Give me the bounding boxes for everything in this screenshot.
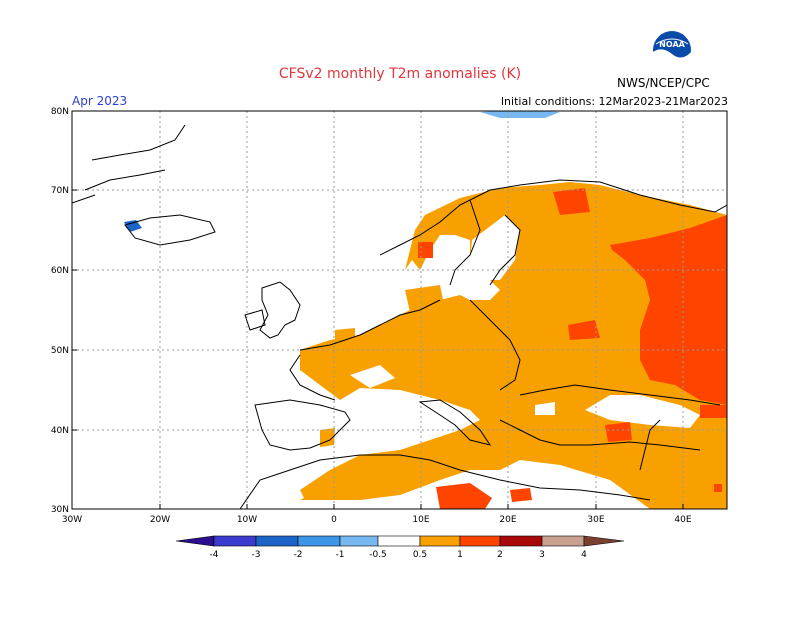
colorbar-neutral [377,535,421,547]
colorbar-m1-m05 [339,535,379,547]
colorbar-m3-m2 [255,535,299,547]
lon-label-40e: 40E [674,515,691,525]
lat-ticks [72,189,77,431]
lon-label-20w: 20W [150,515,170,525]
latitude-labels: 80N 70N 60N 50N 40N 30N [51,107,69,515]
colorbar-gt-p4 [583,535,625,547]
colorbar-tick: -3 [252,550,261,560]
colorbar-p3-p4 [541,535,585,547]
lat-label-80n: 80N [51,107,69,117]
colorbar-p05-p1 [419,535,461,547]
lat-label-70n: 70N [51,186,69,196]
longitude-labels: 30W 20W 10W 0 10E 20E 30E 40E [62,515,692,525]
map-grid [72,111,727,509]
colorbar-tick: 4 [581,550,587,560]
initial-conditions: Initial conditions: 12Mar2023-21Mar2023 [500,95,728,108]
coastlines [72,124,727,509]
colorbar-tick: -4 [210,550,219,560]
lon-ticks [159,504,684,509]
svg-text:NOAA: NOAA [659,40,685,49]
lat-label-30n: 30N [51,505,69,515]
lat-label-50n: 50N [51,346,69,356]
colorbar-tick: 0.5 [413,550,427,560]
colorbar-tick: -1 [336,550,345,560]
lat-label-60n: 60N [51,266,69,276]
colorbar-tick: 3 [539,550,545,560]
neutral-holes [350,215,700,428]
lon-label-30e: 30E [587,515,604,525]
chart-title: CFSv2 monthly T2m anomalies (K) [278,66,522,82]
colorbar-tick: -2 [294,550,303,560]
colorbar-tick: 2 [497,550,503,560]
colorbar-tick: -0.5 [369,550,387,560]
lon-label-30w: 30W [62,515,82,525]
colorbar [175,535,625,547]
anomaly-region-hot [418,188,727,509]
colorbar-ticks: -4 -3 -2 -1 -0.5 0.5 1 2 3 4 [210,550,588,560]
colorbar-p2-p3 [499,535,543,547]
lon-label-10w: 10W [237,515,257,525]
colorbar-m2-m1 [297,535,341,547]
lat-label-40n: 40N [51,426,69,436]
colorbar-lt-m4 [175,535,215,547]
agency-label: NWS/NCEP/CPC [617,76,710,90]
lon-label-20e: 20E [499,515,516,525]
colorbar-m4-m3 [213,535,257,547]
colorbar-p1-p2 [459,535,501,547]
lon-label-10e: 10E [412,515,429,525]
forecast-month: Apr 2023 [72,94,128,108]
lon-label-0: 0 [331,515,337,525]
colorbar-tick: 1 [457,550,463,560]
map-frame [71,110,728,510]
noaa-logo: NOAA [653,31,691,70]
